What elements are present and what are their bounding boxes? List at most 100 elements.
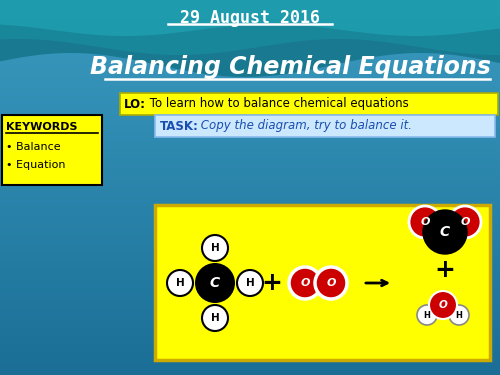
Bar xyxy=(0,26,500,27)
Bar xyxy=(0,119,500,120)
Bar xyxy=(0,113,500,114)
Bar xyxy=(0,250,500,251)
Circle shape xyxy=(449,305,469,325)
Text: O: O xyxy=(420,217,430,227)
Bar xyxy=(0,151,500,152)
Bar xyxy=(0,209,500,210)
Bar xyxy=(0,208,500,209)
Bar xyxy=(0,312,500,313)
Bar xyxy=(0,241,500,242)
Bar xyxy=(0,128,500,129)
Bar xyxy=(0,373,500,374)
Bar xyxy=(0,332,500,333)
Bar xyxy=(0,62,500,63)
Bar xyxy=(0,40,500,41)
Bar xyxy=(0,126,500,127)
Bar xyxy=(0,254,500,255)
Bar xyxy=(0,321,500,322)
Bar xyxy=(0,252,500,253)
Bar xyxy=(0,169,500,170)
Bar xyxy=(0,81,500,82)
Bar xyxy=(0,191,500,192)
Bar xyxy=(0,166,500,167)
Circle shape xyxy=(429,291,457,319)
Bar xyxy=(0,53,500,54)
Bar xyxy=(0,176,500,177)
Text: H: H xyxy=(210,243,220,253)
Bar xyxy=(0,304,500,305)
Bar xyxy=(0,160,500,161)
Bar xyxy=(0,214,500,215)
Bar xyxy=(0,320,500,321)
Bar xyxy=(0,122,500,123)
Bar xyxy=(0,171,500,172)
Bar xyxy=(0,238,500,239)
Bar xyxy=(0,164,500,165)
Bar xyxy=(0,132,500,133)
Bar xyxy=(0,286,500,287)
Bar xyxy=(0,3,500,4)
Bar xyxy=(0,52,500,53)
Bar xyxy=(0,27,500,28)
Text: O: O xyxy=(460,217,470,227)
Bar xyxy=(0,159,500,160)
Bar xyxy=(0,303,500,304)
Bar xyxy=(0,203,500,204)
Text: H: H xyxy=(210,313,220,323)
Bar xyxy=(0,348,500,349)
Bar xyxy=(0,354,500,355)
Bar xyxy=(0,347,500,348)
Bar xyxy=(0,374,500,375)
Bar xyxy=(0,109,500,110)
Bar xyxy=(0,85,500,86)
Circle shape xyxy=(202,235,228,261)
Bar xyxy=(0,93,500,94)
Bar xyxy=(0,6,500,7)
Bar xyxy=(0,187,500,188)
Bar xyxy=(0,143,500,144)
Bar xyxy=(0,240,500,241)
Bar xyxy=(0,168,500,169)
Bar xyxy=(0,75,500,76)
Bar xyxy=(0,108,500,109)
Bar xyxy=(0,234,500,235)
Bar xyxy=(0,147,500,148)
Bar xyxy=(0,125,500,126)
Bar xyxy=(0,334,500,335)
FancyBboxPatch shape xyxy=(120,93,498,115)
Bar xyxy=(0,301,500,302)
Bar xyxy=(0,349,500,350)
Circle shape xyxy=(202,305,228,331)
Bar xyxy=(0,197,500,198)
Bar xyxy=(0,284,500,285)
Text: TASK:: TASK: xyxy=(160,120,199,132)
Bar xyxy=(0,351,500,352)
Text: H: H xyxy=(424,310,430,320)
Bar xyxy=(0,291,500,292)
Bar xyxy=(0,260,500,261)
Bar xyxy=(0,228,500,229)
Bar xyxy=(0,25,500,26)
Text: KEYWORDS: KEYWORDS xyxy=(6,122,78,132)
Bar xyxy=(0,338,500,339)
Bar xyxy=(0,200,500,201)
Bar xyxy=(0,13,500,14)
Bar xyxy=(0,365,500,366)
Bar xyxy=(0,18,500,19)
Bar xyxy=(0,114,500,115)
Bar xyxy=(0,24,500,25)
Bar xyxy=(0,229,500,230)
Bar xyxy=(0,21,500,22)
Bar xyxy=(0,136,500,137)
Bar xyxy=(0,296,500,297)
Bar xyxy=(0,120,500,121)
Bar xyxy=(0,95,500,96)
Bar xyxy=(0,64,500,65)
Bar xyxy=(0,368,500,369)
Bar xyxy=(0,370,500,371)
Bar xyxy=(0,226,500,227)
Text: O: O xyxy=(300,278,310,288)
Bar xyxy=(0,323,500,324)
Bar xyxy=(0,111,500,112)
Bar xyxy=(0,353,500,354)
